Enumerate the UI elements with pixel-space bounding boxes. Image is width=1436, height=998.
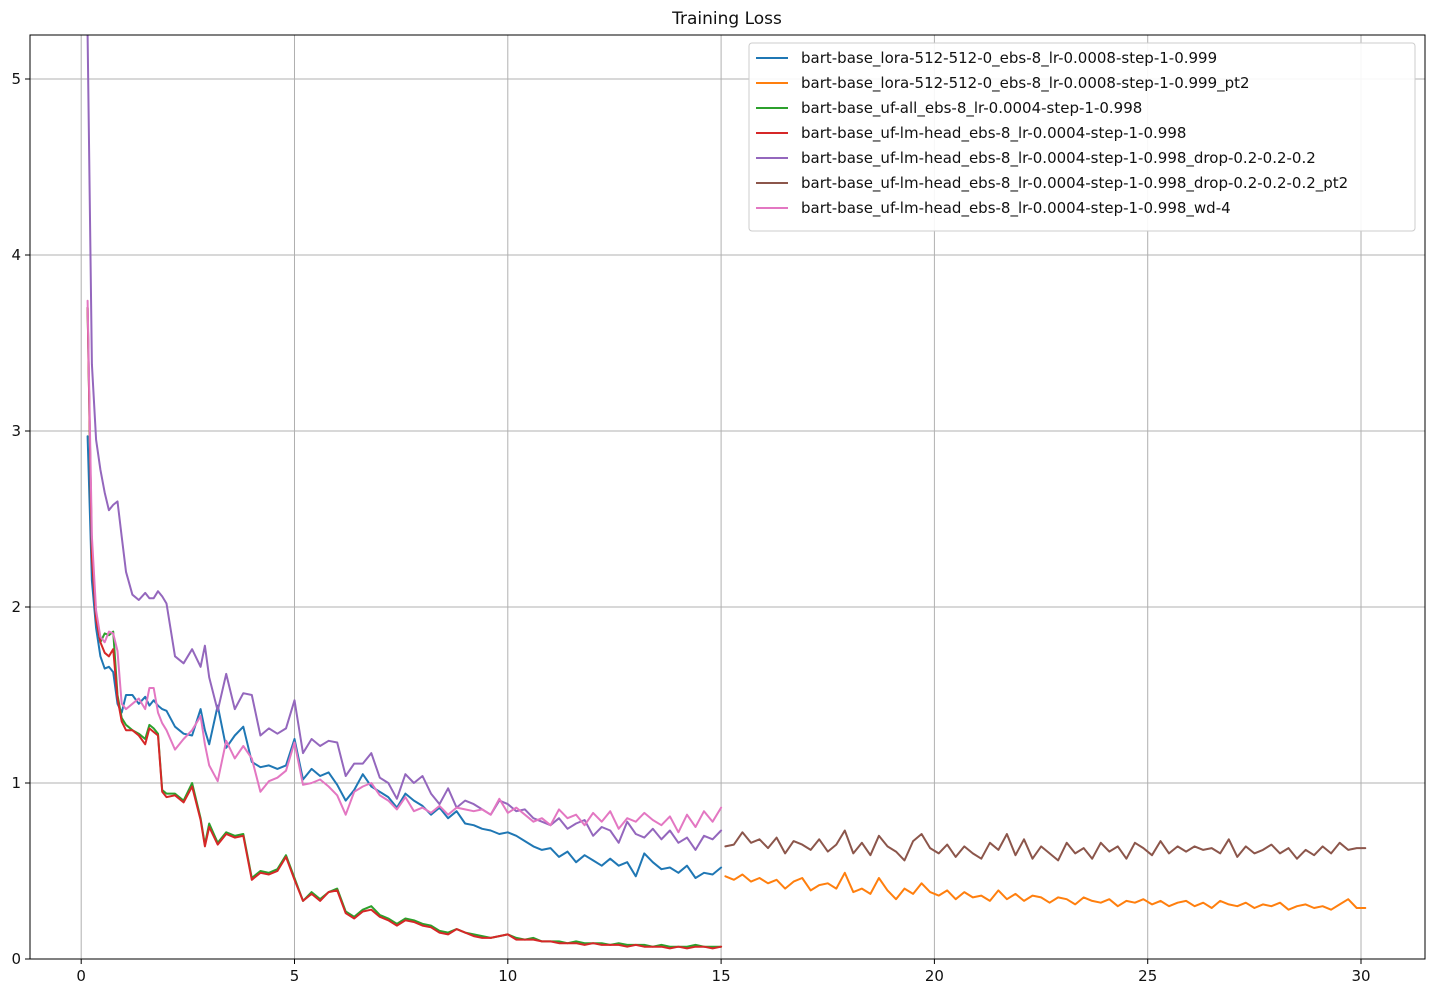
- legend-label-2: bart-base_lora-512-512-0_ebs-8_lr-0.0008…: [801, 74, 1250, 93]
- y-tick-label: 0: [11, 950, 21, 968]
- series-line-2: [724, 871, 1367, 911]
- x-tick-label: 20: [925, 967, 944, 985]
- x-tick-label: 10: [498, 967, 517, 985]
- series-line-7: [86, 299, 723, 834]
- x-tick-label: 15: [712, 967, 731, 985]
- legend: bart-base_lora-512-512-0_ebs-8_lr-0.0008…: [748, 42, 1416, 232]
- series-line-1: [86, 435, 723, 879]
- legend-label-4: bart-base_uf-lm-head_ebs-8_lr-0.0004-ste…: [801, 124, 1186, 143]
- legend-label-5: bart-base_uf-lm-head_ebs-8_lr-0.0004-ste…: [801, 149, 1316, 168]
- legend-label-3: bart-base_uf-all_ebs-8_lr-0.0004-step-1-…: [801, 99, 1142, 118]
- legend-label-6: bart-base_uf-lm-head_ebs-8_lr-0.0004-ste…: [801, 174, 1348, 193]
- x-tick-label: 0: [76, 967, 86, 985]
- series-line-6: [724, 829, 1367, 862]
- series-line-3: [86, 306, 723, 948]
- y-tick-label: 5: [11, 70, 21, 88]
- y-tick-label: 4: [11, 246, 21, 264]
- series-line-5: [86, 35, 723, 851]
- series-layer: [86, 35, 1367, 950]
- legend-label-7: bart-base_uf-lm-head_ebs-8_lr-0.0004-ste…: [801, 199, 1231, 218]
- x-tick-label: 30: [1351, 967, 1370, 985]
- y-tick-label: 3: [11, 422, 21, 440]
- x-tick-label: 25: [1138, 967, 1157, 985]
- tick-layer: 0 5 10 15 20 25 30 0 1 2 3 4 5: [11, 70, 1370, 985]
- x-tick-label: 5: [290, 967, 300, 985]
- series-line-4: [86, 306, 723, 950]
- y-tick-label: 1: [11, 774, 21, 792]
- y-tick-label: 2: [11, 598, 21, 616]
- legend-box: [748, 42, 1416, 232]
- legend-label-1: bart-base_lora-512-512-0_ebs-8_lr-0.0008…: [801, 49, 1217, 68]
- plot-area-frame: [29, 34, 1426, 960]
- chart-title: Training Loss: [671, 9, 782, 29]
